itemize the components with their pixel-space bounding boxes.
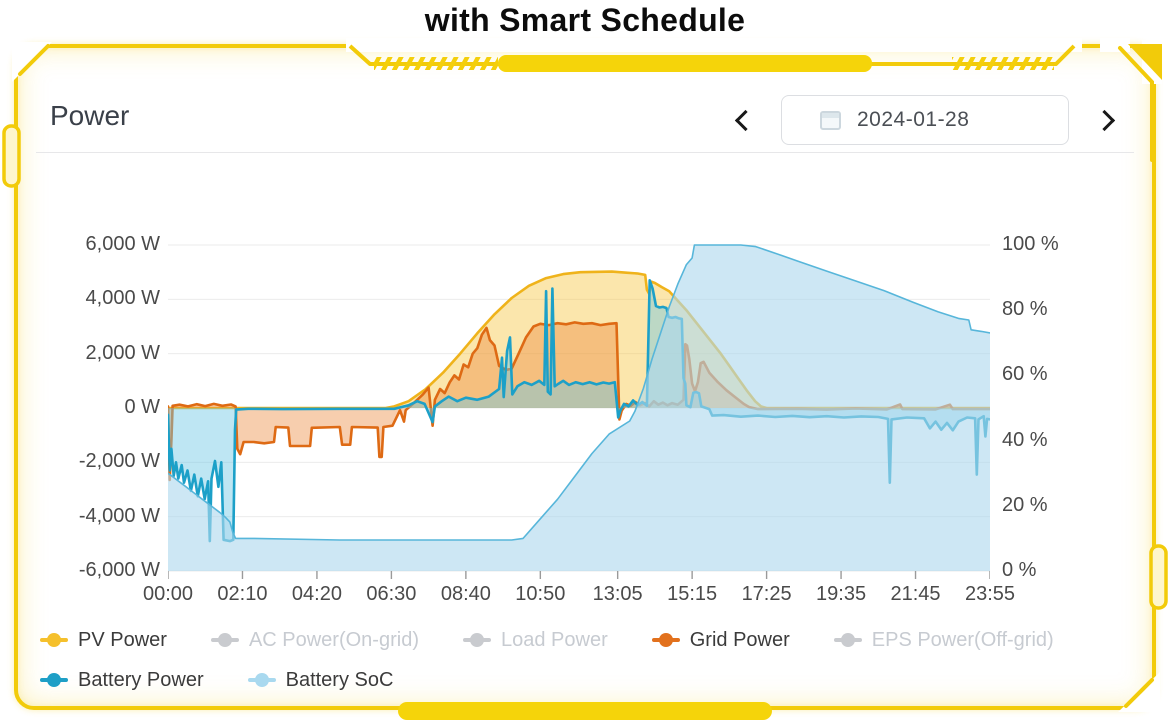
header-divider — [36, 152, 1134, 153]
chart-legend: PV Power AC Power(On-grid) Load Power Grid … — [40, 620, 1150, 700]
legend-item-ac-power-on-grid-[interactable]: AC Power(On-grid) — [210, 628, 419, 652]
legend-label: EPS Power(Off-grid) — [871, 628, 1054, 651]
date-navigation: 2024-01-28 — [734, 95, 1116, 145]
legend-label: PV Power — [78, 628, 167, 651]
calendar-icon — [820, 110, 841, 130]
y-right-tick-label: 100 % — [1002, 233, 1059, 255]
y-right-tick-label: 0 % — [1002, 559, 1037, 581]
previous-day-button[interactable] — [734, 109, 757, 131]
legend-marker-icon — [651, 633, 680, 647]
y-right-tick-label: 80 % — [1002, 298, 1048, 321]
legend-label: AC Power(On-grid) — [248, 628, 419, 651]
y-left-tick-label: 4,000 W — [85, 287, 160, 310]
legend-item-grid-power[interactable]: Grid Power — [651, 628, 790, 652]
y-axis-right-soc: 100 % 80 % 60 % 40 % 20 % 0 % — [1002, 233, 1122, 581]
series-battery-soc-line — [167, 244, 991, 541]
x-tick-label: 19:35 — [816, 583, 867, 605]
page-title: with Smart Schedule — [424, 2, 746, 38]
chart-plot-area[interactable] — [166, 235, 992, 580]
y-right-tick-label: 40 % — [1002, 428, 1048, 451]
legend-marker-icon — [40, 633, 68, 647]
x-tick-label: 04:20 — [291, 583, 342, 605]
legend-item-battery-power[interactable]: Battery Power — [40, 669, 204, 692]
y-left-tick-label: -6,000 W — [78, 559, 160, 581]
y-right-tick-label: 60 % — [1002, 363, 1048, 386]
y-left-tick-label: 0 W — [124, 396, 160, 418]
y-left-tick-label: -2,000 W — [78, 450, 160, 473]
legend-label: Battery Power — [78, 668, 204, 691]
series-grid-power-area — [168, 322, 990, 480]
y-left-tick-label: 6,000 W — [85, 233, 160, 255]
legend-marker-icon — [247, 673, 276, 687]
chart-section-title: Power — [50, 100, 130, 131]
legend-marker-icon — [833, 633, 862, 647]
date-value: 2024-01-28 — [857, 108, 970, 131]
legend-item-eps-power-off-grid-[interactable]: EPS Power(Off-grid) — [833, 628, 1054, 652]
legend-label: Battery SoC — [285, 668, 394, 691]
legend-row-2: Battery Power Battery SoC — [40, 660, 1150, 700]
legend-row-1: PV Power AC Power(On-grid) Load Power Grid … — [40, 620, 1150, 660]
next-day-button[interactable] — [1093, 109, 1116, 131]
x-tick-label: 23:55 — [964, 583, 1016, 605]
legend-label: Load Power — [500, 628, 608, 651]
legend-marker-icon — [462, 633, 491, 647]
series-pv-power-area — [168, 271, 990, 408]
x-tick-label: 10:50 — [515, 583, 566, 605]
y-left-tick-label: 2,000 W — [85, 341, 160, 364]
x-tick-label: 02:10 — [217, 583, 268, 605]
x-tick-label: 13:05 — [592, 583, 643, 605]
x-axis-time: 00:00 02:10 04:20 06:30 08:40 10:50 13:05 15:15… — [143, 583, 1015, 613]
legend-marker-icon — [40, 673, 68, 687]
y-left-tick-label: -4,000 W — [78, 504, 160, 527]
date-picker-input[interactable]: 2024-01-28 — [781, 95, 1069, 145]
legend-marker-icon — [210, 633, 239, 647]
y-right-tick-label: 20 % — [1002, 493, 1048, 516]
legend-label: Grid Power — [689, 628, 790, 651]
x-tick-label: 06:30 — [366, 583, 417, 605]
y-axis-left-power: 6,000 W 4,000 W 2,000 W 0 W -2,000 W -4,000 W… — [38, 233, 160, 581]
x-tick-label: 00:00 — [142, 583, 194, 605]
legend-item-load-power[interactable]: Load Power — [462, 628, 608, 652]
x-tick-label: 21:45 — [890, 583, 941, 605]
x-tick-label: 08:40 — [440, 583, 491, 605]
series-battery-soc-area — [168, 245, 990, 571]
x-tick-label: 15:15 — [667, 583, 718, 605]
legend-item-pv-power[interactable]: PV Power — [40, 629, 167, 652]
legend-item-battery-soc[interactable]: Battery SoC — [247, 668, 394, 692]
x-tick-label: 17:25 — [741, 583, 792, 605]
